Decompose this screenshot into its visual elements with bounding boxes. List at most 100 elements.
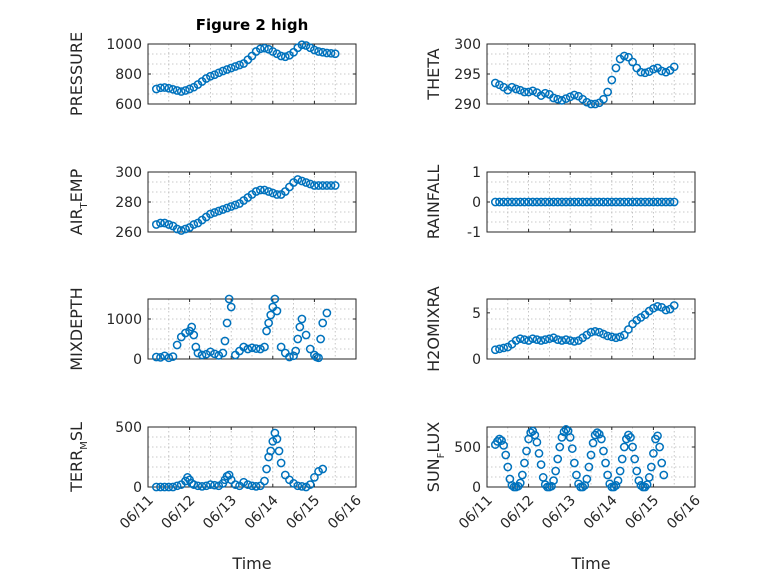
data-point: [520, 458, 529, 468]
data-point: [615, 332, 625, 342]
data-point: [617, 454, 627, 464]
data-point: [653, 431, 662, 441]
data-point: [578, 197, 588, 207]
data-point: [264, 187, 273, 196]
data-point: [567, 444, 577, 453]
data-point: [251, 344, 261, 353]
data-point: [264, 44, 273, 54]
data-point: [226, 302, 236, 312]
data-point: [268, 47, 278, 56]
data-point: [565, 433, 575, 442]
data-point: [168, 352, 178, 361]
data-point: [222, 65, 232, 74]
data-point: [210, 208, 219, 217]
data-point: [551, 466, 560, 476]
data-point: [151, 84, 161, 94]
data-point: [619, 330, 629, 340]
data-point: [532, 335, 542, 344]
data-point: [151, 482, 161, 492]
y-axis-label-sub: T: [79, 201, 90, 209]
y-tick-label: 1000: [106, 37, 142, 53]
data-point: [565, 197, 575, 207]
data-point: [490, 78, 500, 88]
x-tick-label: 06/16: [664, 492, 704, 532]
data-point: [611, 197, 621, 207]
data-point: [619, 51, 629, 61]
data-point: [164, 482, 174, 492]
data-point: [243, 480, 253, 489]
data-point: [518, 470, 527, 480]
data-point: [599, 329, 608, 339]
data-point: [649, 449, 658, 458]
data-point: [280, 470, 290, 480]
data-point: [561, 94, 571, 103]
data-point: [599, 197, 608, 207]
data-point: [297, 176, 307, 186]
data-point: [590, 326, 600, 336]
data-point: [318, 181, 328, 190]
data-point: [601, 458, 610, 468]
data-point: [615, 466, 625, 476]
data-point: [503, 197, 513, 207]
data-point: [172, 481, 182, 491]
data-point: [322, 308, 332, 318]
y-tick-label: 300: [115, 165, 142, 181]
subplot-7: 06/11 06/12 06/13 06/14 06/15 06/16 0 500 TERRMS…: [67, 420, 365, 573]
data-point: [624, 325, 633, 334]
data-point: [301, 330, 311, 340]
data-point: [266, 446, 276, 456]
data-point: [545, 334, 554, 344]
data-point: [218, 66, 228, 76]
data-point: [582, 97, 592, 107]
data-point: [156, 83, 165, 93]
y-tick-label: 500: [115, 420, 142, 436]
data-point: [540, 197, 550, 207]
data-point: [272, 190, 282, 199]
data-point: [181, 86, 190, 95]
data-point: [310, 45, 319, 55]
data-point: [310, 473, 319, 482]
data-point: [156, 353, 165, 362]
data-point: [653, 302, 662, 311]
data-point: [557, 197, 567, 207]
data-point: [224, 294, 234, 304]
x-tick-label: 06/13: [539, 493, 579, 533]
data-point: [515, 197, 525, 207]
data-point: [260, 43, 269, 53]
subplot-8: 06/11 06/12 06/13 06/14 06/15 06/16 0 500 SUNFLU…: [424, 422, 704, 573]
data-point: [330, 181, 340, 190]
x-tick-label: 06/14: [581, 492, 621, 532]
data-point: [586, 450, 596, 460]
data-point: [594, 327, 604, 337]
data-point: [565, 92, 575, 102]
subplot-6: 0 5 H2OMIXRA: [424, 286, 696, 372]
data-point: [644, 197, 654, 207]
y-axis-label-main: AIR: [67, 208, 86, 235]
data-point: [499, 197, 508, 207]
y-axis-label-sub: F: [436, 452, 447, 458]
data-point: [247, 481, 257, 491]
y-tick-label: 800: [115, 67, 142, 83]
data-point: [511, 197, 521, 207]
x-tick-label: 06/13: [200, 493, 240, 533]
data-point: [260, 185, 269, 195]
data-point: [549, 333, 558, 343]
data-point: [276, 342, 286, 352]
data-point: [528, 334, 538, 344]
data-point: [540, 88, 550, 98]
data-point: [495, 197, 504, 207]
data-point: [630, 454, 640, 464]
data-point: [532, 197, 542, 207]
data-point: [520, 197, 529, 207]
data-point: [515, 85, 525, 95]
data-point: [151, 352, 161, 362]
data-point: [553, 197, 563, 207]
data-point: [222, 203, 232, 213]
data-point: [210, 480, 219, 490]
data-point: [160, 218, 169, 228]
data-point: [628, 197, 637, 207]
data-point: [260, 342, 269, 352]
data-point: [201, 481, 211, 491]
data-point: [628, 57, 637, 67]
data-point: [611, 481, 621, 490]
